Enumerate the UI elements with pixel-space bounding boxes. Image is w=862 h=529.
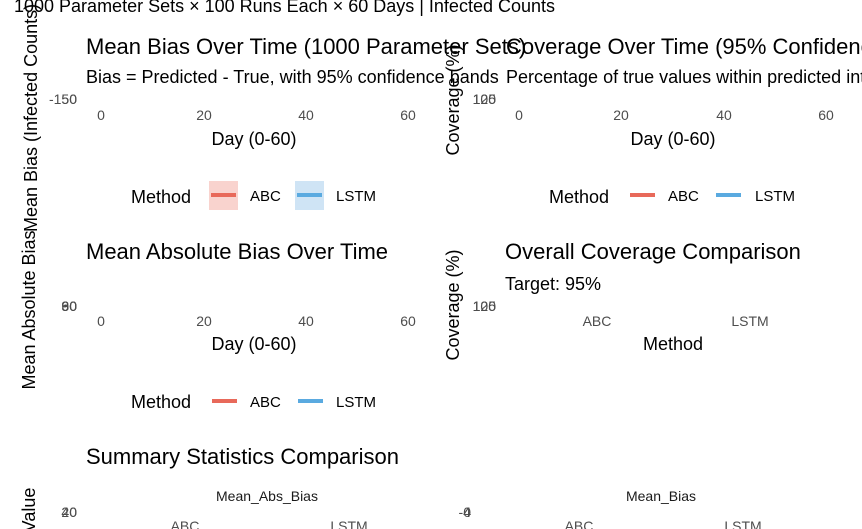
x-tick-label: 0 <box>97 107 105 123</box>
x-tick-label: LSTM <box>724 518 761 529</box>
x-tick-label: ABC <box>583 313 612 329</box>
y-tick-label: 125 <box>473 91 497 107</box>
y-tick-label: 50 <box>61 91 77 107</box>
panel-title: Mean Bias Over Time (1000 Parameter Sets… <box>86 34 526 59</box>
y-axis-label: Coverage (%) <box>443 44 463 155</box>
x-tick-label: 40 <box>298 107 314 123</box>
y-tick-label: 40 <box>61 504 77 520</box>
y-tick-label: -150 <box>49 91 77 107</box>
y-tick-label: 60 <box>61 298 77 314</box>
y-tick-label: 125 <box>473 298 497 314</box>
x-tick-label: ABC <box>565 518 594 529</box>
legend-label: LSTM <box>755 188 795 205</box>
x-tick-label: 40 <box>298 313 314 329</box>
x-axis-label: Day (0-60) <box>211 129 296 149</box>
y-tick-label: 4 <box>463 504 471 520</box>
x-axis-label: Method <box>643 334 703 354</box>
x-axis-label: Day (0-60) <box>630 129 715 149</box>
y-axis-label: Value <box>19 488 39 529</box>
x-tick-label: 60 <box>400 107 416 123</box>
panel-subtitle: Bias = Predicted - True, with 95% confid… <box>86 67 499 87</box>
x-tick-label: 0 <box>515 107 523 123</box>
facet-label: Mean_Abs_Bias <box>216 488 318 504</box>
legend-title: Method <box>549 187 609 207</box>
panel-subtitle: Percentage of true values within predict… <box>506 67 862 87</box>
x-tick-label: 20 <box>196 107 212 123</box>
y-axis-label: Mean Bias (Infected Counts) <box>21 4 41 232</box>
x-tick-label: 60 <box>818 107 834 123</box>
x-tick-label: 20 <box>613 107 629 123</box>
x-tick-label: LSTM <box>731 313 768 329</box>
legend-label: LSTM <box>336 188 376 205</box>
x-tick-label: LSTM <box>330 518 367 529</box>
panel-title: Overall Coverage Comparison <box>505 239 801 264</box>
y-tick-label: -4 <box>459 504 472 520</box>
legend-label: LSTM <box>336 394 376 411</box>
panel-title: Coverage Over Time (95% Confidence Inter… <box>506 34 862 59</box>
legend-title: Method <box>131 392 191 412</box>
panel-title: Summary Statistics Comparison <box>86 444 399 469</box>
legend-label: ABC <box>668 188 699 205</box>
x-tick-label: 20 <box>196 313 212 329</box>
y-tick-label: 20 <box>61 504 77 520</box>
y-tick-label: 30 <box>61 298 77 314</box>
panel-title: Mean Absolute Bias Over Time <box>86 239 388 264</box>
y-tick-label: 100 <box>473 298 497 314</box>
legend-label: ABC <box>250 394 281 411</box>
y-axis-label: Coverage (%) <box>443 249 463 360</box>
x-tick-label: 0 <box>97 313 105 329</box>
x-tick-label: 40 <box>716 107 732 123</box>
facet-label: Mean_Bias <box>626 488 696 504</box>
x-tick-label: 60 <box>400 313 416 329</box>
y-axis-label: Mean Absolute Bias <box>19 230 39 389</box>
legend-label: ABC <box>250 188 281 205</box>
x-tick-label: ABC <box>171 518 200 529</box>
x-axis-label: Day (0-60) <box>211 334 296 354</box>
panel-subtitle: Target: 95% <box>505 274 601 294</box>
y-tick-label: 0 <box>463 504 471 520</box>
y-tick-label: 90 <box>61 298 77 314</box>
legend-title: Method <box>131 187 191 207</box>
y-tick-label: 100 <box>473 91 497 107</box>
figure-title: 1000 Parameter Sets × 100 Runs Each × 60… <box>14 0 555 16</box>
